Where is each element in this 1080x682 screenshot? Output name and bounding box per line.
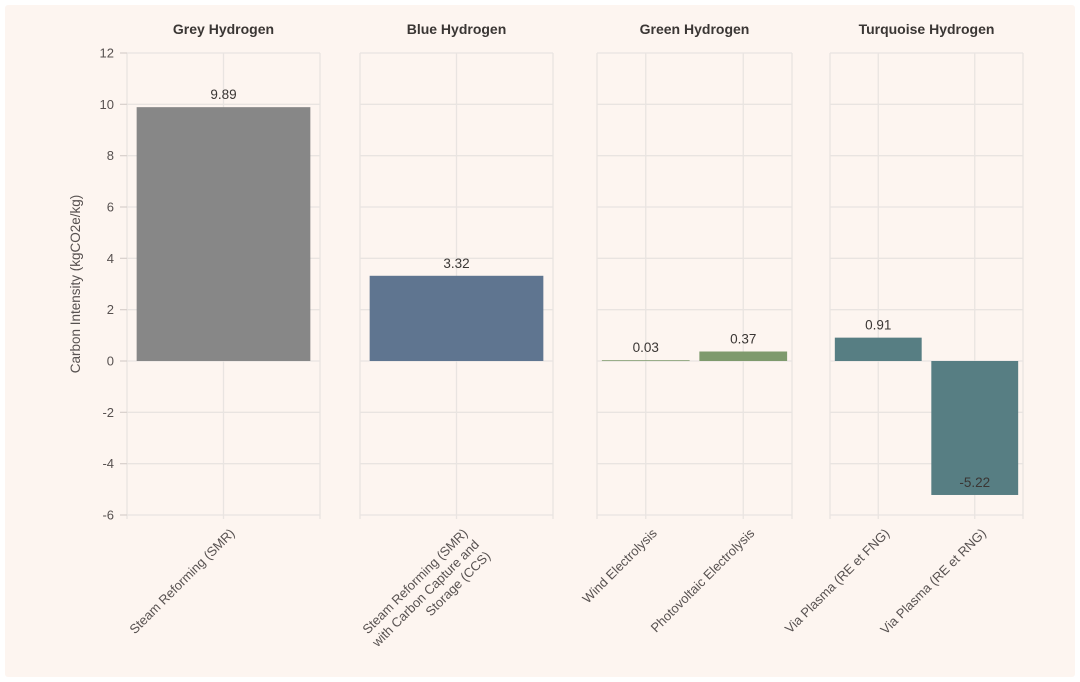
panel-title-turquoise-hydrogen: Turquoise Hydrogen [859,21,995,37]
bar-wind-electrolysis [601,360,690,362]
bar-via-plasma-re-et-rng [931,361,1019,495]
category-label-wind-electrolysis: Wind Electrolysis [579,525,660,606]
category-label-via-plasma-re-et-fng: Via Plasma (RE et FNG) [782,526,893,637]
value-label-steam-reforming-smr: 3.32 [443,256,469,271]
value-label-wind-electrolysis: 0.03 [633,340,659,355]
y-axis-title: Carbon Intensity (kgCO2e/kg) [68,195,83,374]
panel-title-grey-hydrogen: Grey Hydrogen [173,21,274,37]
bar-via-plasma-re-et-fng [834,337,922,361]
y-tick-label-10: 10 [100,97,114,112]
y-tick-label-12: 12 [100,46,114,61]
y-tick-label--4: -4 [102,456,114,471]
y-tick-label-0: 0 [107,354,114,369]
value-label-steam-reforming-smr: 9.89 [210,87,236,102]
category-label-via-plasma-re-et-rng: Via Plasma (RE et RNG) [877,526,989,638]
panel-title-blue-hydrogen: Blue Hydrogen [407,21,507,37]
bar-steam-reforming-smr [136,107,311,361]
category-label-steam-reforming-smr: Steam Reforming (SMR)with Carbon Capture… [357,526,493,662]
category-label-photovoltaic-electrolysis: Photovoltaic Electrolysis [648,525,758,635]
panel-title-green-hydrogen: Green Hydrogen [640,21,750,37]
category-label-steam-reforming-smr: Steam Reforming (SMR) [126,526,237,637]
y-tick-label-2: 2 [107,302,114,317]
y-tick-label-6: 6 [107,200,114,215]
bar-photovoltaic-electrolysis [699,351,788,361]
value-label-via-plasma-re-et-fng: 0.91 [865,318,891,333]
bar-steam-reforming-smr [369,275,544,361]
y-tick-label-4: 4 [107,251,114,266]
y-tick-label-8: 8 [107,148,114,163]
y-tick-label--6: -6 [102,508,114,523]
y-tick-label--2: -2 [102,405,114,420]
value-label-via-plasma-re-et-rng: -5.22 [959,475,990,490]
value-label-photovoltaic-electrolysis: 0.37 [730,332,756,347]
